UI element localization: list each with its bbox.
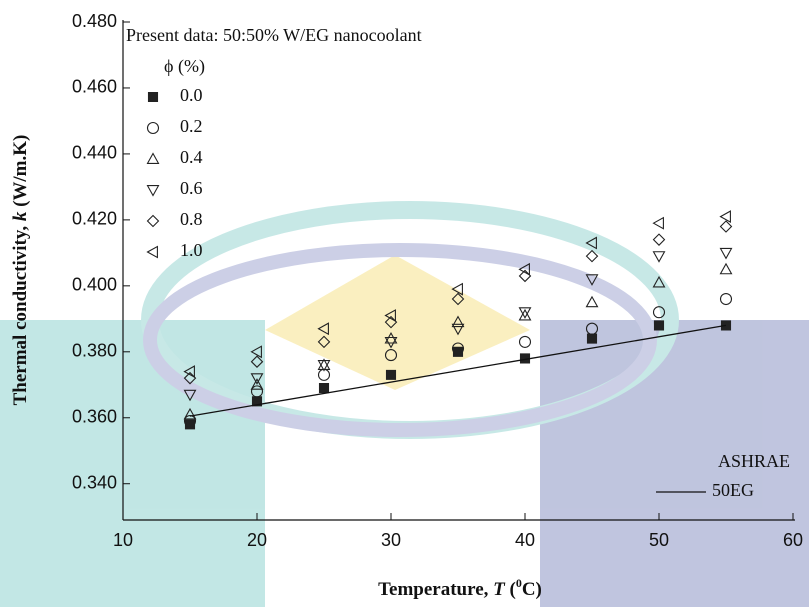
data-point [585, 236, 597, 250]
data-point [318, 383, 330, 394]
x-title-part: ( [505, 579, 516, 600]
data-point [250, 378, 264, 390]
x-tick-label: 50 [649, 530, 669, 550]
legend-marker [146, 245, 158, 259]
x-title-sup: 0 [516, 576, 522, 590]
data-point [451, 315, 465, 328]
data-point [384, 349, 398, 362]
legend-label: 0.6 [180, 178, 203, 198]
data-point [451, 282, 463, 296]
data-point [250, 385, 264, 398]
legend-marker [146, 152, 160, 164]
data-point [585, 322, 599, 335]
data-point [317, 322, 329, 336]
data-point [652, 216, 664, 230]
x-tick-label: 10 [113, 530, 133, 550]
data-point [250, 345, 262, 359]
y-tick-label: 0.420 [72, 209, 117, 229]
y-tick-label: 0.400 [72, 275, 117, 295]
data-point [586, 333, 598, 344]
data-point [183, 365, 195, 379]
y-tick-label: 0.380 [72, 341, 117, 361]
data-point [384, 309, 396, 322]
x-axis-title: Temperature, T (0C) [378, 576, 542, 601]
y-tick-label: 0.340 [72, 472, 117, 492]
data-point [451, 292, 465, 306]
data-point [317, 368, 331, 381]
data-point [719, 220, 733, 233]
data-point [317, 360, 331, 372]
x-title-part: C) [522, 579, 542, 600]
data-point [183, 415, 197, 428]
data-point [518, 335, 532, 348]
data-point [385, 369, 397, 380]
y-title-var: k [10, 211, 31, 221]
legend-marker [146, 122, 160, 134]
x-tick-label: 40 [515, 530, 535, 550]
y-title-part: Thermal conductivity, [10, 221, 31, 405]
data-point [720, 320, 732, 331]
data-point [652, 275, 666, 288]
legend-label: 0.8 [180, 209, 203, 229]
x-title-part: Temperature, [378, 579, 493, 600]
legend-marker [146, 185, 160, 197]
x-tick-label: 30 [381, 530, 401, 550]
data-point [451, 342, 465, 355]
legend2-title: ASHRAE [718, 451, 790, 471]
y-tick-label: 0.360 [72, 407, 117, 427]
data-point [652, 251, 666, 263]
legend-label: 50EG [712, 480, 754, 500]
legend-marker [146, 214, 160, 228]
legend-subtitle: ϕ (%) [164, 56, 205, 77]
data-point [585, 249, 599, 263]
watermark [0, 201, 809, 607]
data-point [518, 308, 532, 321]
y-axis-title: Thermal conductivity, k (W/m.K) [10, 135, 31, 406]
x-tick-label: 20 [247, 530, 267, 550]
data-point [250, 373, 264, 385]
data-point [451, 323, 465, 336]
data-point [518, 307, 532, 319]
data-point [653, 320, 665, 331]
data-point [183, 389, 197, 402]
y-tick-label: 0.460 [72, 77, 117, 97]
data-point [719, 262, 733, 275]
legend-label: 0.4 [180, 147, 203, 167]
y-tick-label: 0.440 [72, 143, 117, 163]
legend-marker [147, 91, 159, 103]
data-point [317, 335, 331, 349]
legend-label: 1.0 [180, 240, 203, 260]
y-tick-label: 0.480 [72, 11, 117, 31]
data-point [384, 336, 398, 349]
line-series [189, 324, 727, 417]
legend-label: 0.0 [180, 85, 203, 105]
y-title-part: (W/m.K) [10, 135, 31, 212]
x-title-var: T [493, 579, 506, 600]
data-point [652, 306, 666, 319]
data-point [652, 233, 666, 246]
data-point [719, 293, 733, 305]
data-point [585, 295, 599, 308]
legend-label: 0.2 [180, 116, 203, 136]
data-point [719, 247, 733, 260]
legend-title: Present data: 50:50% W/EG nanocoolant [126, 25, 422, 45]
data-point [518, 262, 530, 276]
data-point [250, 355, 264, 368]
data-point [183, 407, 197, 420]
x-tick-label: 60 [783, 530, 803, 550]
data-point [719, 210, 731, 224]
data-point [585, 274, 599, 286]
data-point [184, 419, 196, 430]
data-point [452, 346, 464, 357]
data-point [384, 331, 398, 344]
